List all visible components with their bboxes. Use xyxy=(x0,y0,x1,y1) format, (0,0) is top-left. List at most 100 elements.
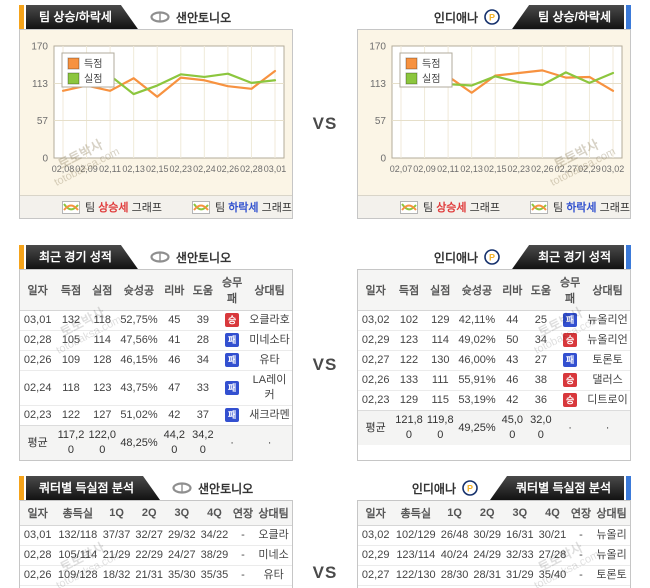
table-cell: 118 xyxy=(93,314,112,326)
table-cell: 114 xyxy=(86,330,118,351)
column-header: 상대팀 xyxy=(255,501,292,526)
quarter-header-right: 인디애나 P 쿼터별 득실점 분석 xyxy=(357,476,631,500)
pacers-logo-icon: P xyxy=(462,480,478,496)
chart-area: 0 57 113 170 02,07 02,09 02,11 02,13 02,15 02,23 0… xyxy=(358,30,630,195)
table-header-row: 일자 득점 실점 슛성공 리바 도움 승무패 상대팀 xyxy=(20,270,292,311)
table-cell: · xyxy=(217,425,248,460)
table-cell: · xyxy=(585,410,630,445)
y-axis-tick-label: 57 xyxy=(37,116,49,127)
section-recent-games: 최근 경기 성적 샌안토니오 인디애나 P 최근 경기 성적 일자 득점 실점 슛성공… xyxy=(0,245,650,461)
table-cell: 패 xyxy=(217,405,248,426)
x-axis-tick-label: 02,26 xyxy=(531,164,554,174)
table-row: 02,29 123 114 49,02% 50 34 승 뉴올리언 xyxy=(358,330,630,351)
table-cell: 46 xyxy=(498,370,527,391)
table-row: 02,26 133 111 55,91% 46 38 승 댈러스 xyxy=(358,370,630,391)
x-axis-tick-label: 02,29 xyxy=(578,164,601,174)
svg-text:P: P xyxy=(489,252,495,262)
table-row: 02,24 118 123 43,75% 47 33 패 LA레이커 xyxy=(20,370,292,406)
table-cell: 평균 xyxy=(358,410,394,445)
x-axis-tick-label: 02,23 xyxy=(170,164,193,174)
table-cell: 109/128 xyxy=(55,565,101,586)
x-axis-tick-label: 03,02 xyxy=(602,164,625,174)
table-cell: 유타 xyxy=(255,565,292,586)
table-row: 03,02 102 129 42,11% 44 25 패 뉴올리언 xyxy=(358,311,630,331)
table-cell: 119,80 xyxy=(424,410,456,445)
table-cell: 35/30 xyxy=(165,565,199,586)
table-cell: 뉴올리언 xyxy=(585,330,630,351)
table-cell: 40/24 xyxy=(438,545,471,566)
table-cell: 33 xyxy=(188,370,218,406)
blue-accent-bar xyxy=(626,245,631,269)
table-average-row: 평균 121,80 119,80 49,25% 45,00 32,00 · · xyxy=(358,410,630,445)
quarter-header-left: 쿼터별 득실점 분석 샌안토니오 xyxy=(19,476,293,500)
table-cell: 118/123 xyxy=(55,585,101,588)
table-cell: 오클라 xyxy=(258,529,289,541)
team-label-right: 인디애나 P xyxy=(412,480,478,497)
legend-swatch xyxy=(67,72,80,85)
table-cell: 21/29 xyxy=(100,545,133,566)
loss-badge: 패 xyxy=(563,313,578,328)
table-cell: 패 xyxy=(217,370,248,406)
trend-chart-panel-right: 0 57 113 170 02,07 02,09 02,11 02,13 02,15 02,23 0… xyxy=(357,29,631,219)
table-cell: 02,26 xyxy=(358,370,394,391)
column-header: 도움 xyxy=(526,270,556,311)
column-header: 일자 xyxy=(20,270,56,311)
table-cell: 133/111 xyxy=(393,585,439,588)
column-header: 일자 xyxy=(358,270,394,311)
table-cell: 43,75% xyxy=(117,370,161,406)
quarter-analysis-table-left: 일자 총득실 1Q 2Q 3Q 4Q 연장 상대팀 03,01 132/118 37/37 32/27… xyxy=(20,501,292,588)
column-header: 슛성공 xyxy=(117,270,161,311)
column-header: 연장 xyxy=(568,501,594,526)
table-cell: 03,02 xyxy=(361,529,390,541)
recent-table-panel-left: 일자 득점 실점 슛성공 리바 도움 승무패 상대팀 03,01 132 118 52,75% 45 39… xyxy=(19,269,293,461)
table-row: 02,27 122/130 28/30 28/31 31/29 35/40- 토론토 xyxy=(358,565,630,586)
table-cell: 41 xyxy=(160,330,189,351)
legend-series-label: 실점 xyxy=(422,73,440,85)
table-cell: 02,24 xyxy=(20,585,56,588)
table-cell: 133 xyxy=(393,370,425,391)
tab-recent-right: 최근 경기 성적 xyxy=(512,245,624,269)
table-cell: 30/29 xyxy=(473,529,501,541)
table-header-row: 일자 득점 실점 슛성공 리바 도움 승무패 상대팀 xyxy=(358,270,630,311)
table-cell: 132/118 xyxy=(58,529,98,541)
table-row: 02,23 129 115 53,19% 42 36 승 디트로이 xyxy=(358,390,630,411)
column-header: 일자 xyxy=(20,501,56,526)
tab-trend-left: 팀 상승/하락세 xyxy=(26,5,138,29)
tab-quarter-right: 쿼터별 득실점 분석 xyxy=(490,476,624,500)
column-header: 실점 xyxy=(86,270,118,311)
section-quarter-analysis: 쿼터별 득실점 분석 샌안토니오 인디애나 P 쿼터별 득실점 분석 일자 총득실… xyxy=(0,476,650,588)
table-cell: 승 xyxy=(555,370,586,391)
legend-down-item: 팀 하락세 그래프 xyxy=(192,199,292,215)
svg-text:P: P xyxy=(467,483,473,493)
y-axis-tick-label: 113 xyxy=(32,79,48,90)
crossing-lines-icon xyxy=(192,200,210,214)
table-cell: 21/31 xyxy=(132,565,166,586)
table-cell: - xyxy=(568,585,594,588)
table-row: 02,23 122 127 51,02% 42 37 패 새크라멘 xyxy=(20,405,292,426)
table-cell: 02,26 xyxy=(358,585,394,588)
column-header: 4Q xyxy=(198,501,231,526)
y-axis-tick-label: 170 xyxy=(369,42,386,53)
column-header: 상대팀 xyxy=(247,270,292,311)
table-cell: 127 xyxy=(86,405,118,426)
table-cell: LA레이커 xyxy=(247,370,292,406)
column-header: 리바 xyxy=(160,270,189,311)
orange-accent-bar xyxy=(19,5,24,29)
team-name-right: 인디애나 xyxy=(411,481,456,496)
table-row: 03,02 102/129 26/48 30/29 16/31 30/21- 뉴올리 xyxy=(358,526,630,546)
table-cell: 42 xyxy=(498,390,527,411)
table-cell: 25 xyxy=(534,314,547,326)
table-cell: 02,23 xyxy=(20,405,56,426)
table-cell: 03,02 xyxy=(361,314,390,326)
table-cell: 승 xyxy=(555,390,586,411)
column-header: 총득실 xyxy=(393,501,439,526)
column-header: 총득실 xyxy=(55,501,101,526)
table-cell: 37/37 xyxy=(102,529,131,541)
quarter-analysis-table-right: 일자 총득실 1Q 2Q 3Q 4Q 연장 상대팀 03,02 102/129 26/48 30/29… xyxy=(358,501,630,588)
x-axis-tick-label: 02,13 xyxy=(460,164,483,174)
table-cell: 35/40 xyxy=(536,565,569,586)
table-cell: 31/29 xyxy=(503,565,537,586)
column-header: 4Q xyxy=(536,501,569,526)
table-header-row: 일자 총득실 1Q 2Q 3Q 4Q 연장 상대팀 xyxy=(20,501,292,526)
tab-trend-right: 팀 상승/하락세 xyxy=(512,5,624,29)
